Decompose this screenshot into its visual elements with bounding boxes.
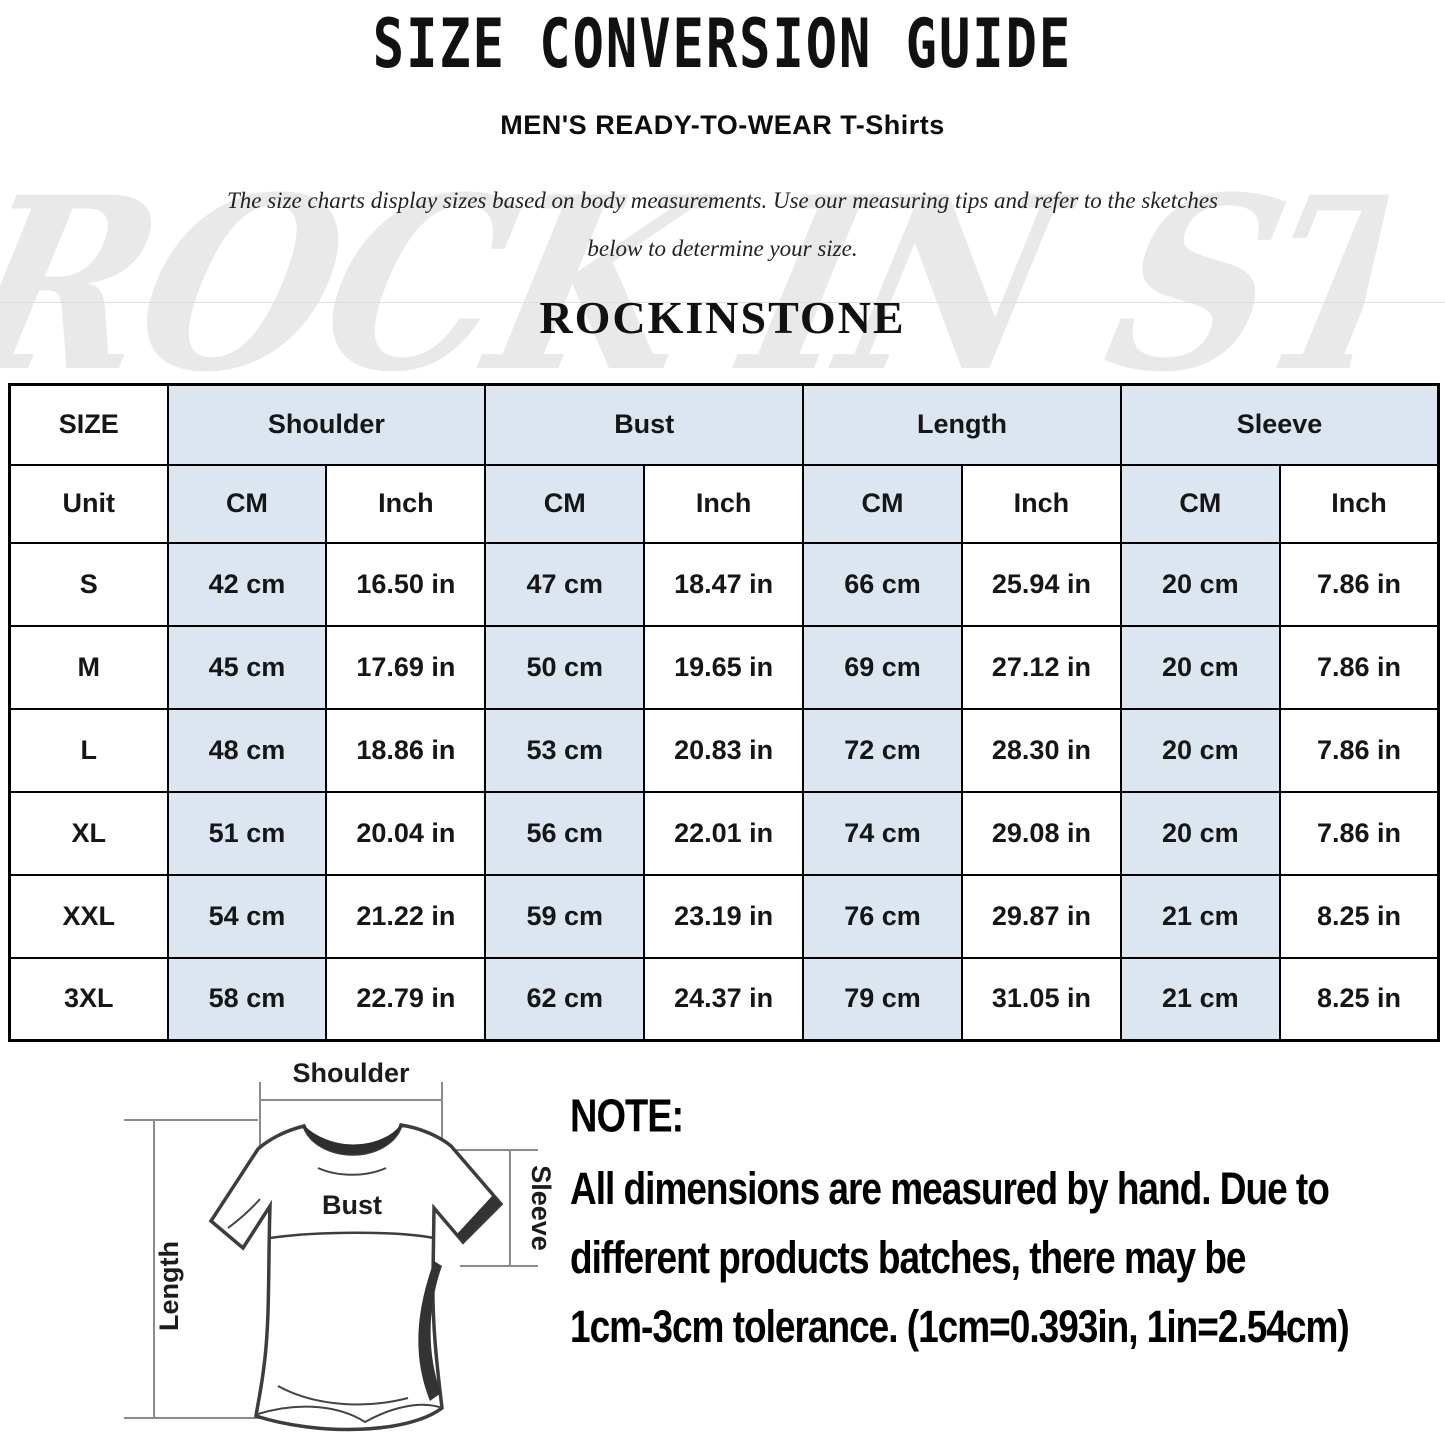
measurement-cell: 54 cm <box>166 873 328 959</box>
measurement-cell: 23.19 in <box>643 873 805 959</box>
measurement-cell: 79 cm <box>802 956 963 1042</box>
measurement-cell: 42 cm <box>166 541 328 627</box>
measurement-cell: 56 cm <box>484 790 646 876</box>
unit-header: Unit <box>8 463 169 544</box>
note-line-3: 1cm-3cm tolerance. (1cm=0.393in, 1in=2.5… <box>570 1300 1350 1351</box>
brand-name: ROCKINSTONE <box>539 292 906 343</box>
unit-cell-cm: CM <box>1119 463 1281 544</box>
measurement-cell: 20.83 in <box>643 707 805 793</box>
unit-cell-inch: Inch <box>643 463 805 544</box>
note-heading: NOTE: <box>570 1090 684 1143</box>
measurement-cell: 59 cm <box>484 873 646 959</box>
measurement-cell: 74 cm <box>802 790 963 876</box>
measurement-cell: 7.86 in <box>1278 707 1440 793</box>
size-label: 3XL <box>8 956 169 1042</box>
measurement-cell: 27.12 in <box>960 624 1122 710</box>
measurement-cell: 25.94 in <box>960 541 1122 627</box>
measurement-cell: 31.05 in <box>960 956 1122 1042</box>
measurement-cell: 7.86 in <box>1278 624 1440 710</box>
measurement-cell: 45 cm <box>166 624 328 710</box>
shoulder-label: Shoulder <box>292 1058 409 1088</box>
unit-cell-cm: CM <box>166 463 328 544</box>
measurement-cell: 76 cm <box>802 873 963 959</box>
size-label: XXL <box>8 873 169 959</box>
measurement-cell: 72 cm <box>802 707 963 793</box>
column-group-sleeve: Sleeve <box>1119 383 1440 466</box>
measurement-cell: 48 cm <box>166 707 328 793</box>
measurement-cell: 21 cm <box>1119 873 1281 959</box>
collar-shading <box>303 1124 402 1155</box>
description-line-2: below to determine your size. <box>587 236 858 261</box>
note-line-2: different products batches, there may be <box>570 1231 1247 1282</box>
measurement-cell: 29.87 in <box>960 873 1122 959</box>
measurement-cell: 69 cm <box>802 624 963 710</box>
tshirt-outline <box>208 1123 504 1432</box>
column-group-length: Length <box>802 383 1122 466</box>
unit-cell-inch: Inch <box>325 463 487 544</box>
divider-rule <box>0 302 1445 303</box>
measurement-cell: 24.37 in <box>643 956 805 1042</box>
size-label: S <box>8 541 169 627</box>
unit-cell-cm: CM <box>484 463 646 544</box>
measurement-cell: 22.01 in <box>643 790 805 876</box>
measurement-cell: 21.22 in <box>325 873 487 959</box>
size-row-3xl: 3XL 58 cm 22.79 in 62 cm 24.37 in 79 cm 31.05 … <box>8 956 1440 1042</box>
sleeve-label: Sleeve <box>526 1165 556 1251</box>
unit-cell-cm: CM <box>802 463 963 544</box>
measurement-cell: 29.08 in <box>960 790 1122 876</box>
bust-label: Bust <box>322 1190 382 1220</box>
sleeve-shading <box>457 1195 501 1242</box>
body-fold-shading <box>418 1261 442 1401</box>
measurement-cell: 18.47 in <box>643 541 805 627</box>
tshirt-measurement-diagram: Shoulder Bust Length Sleeve <box>108 1056 568 1445</box>
measurement-cell: 53 cm <box>484 707 646 793</box>
size-row-m: M 45 cm 17.69 in 50 cm 19.65 in 69 cm 27.12 in… <box>8 624 1440 710</box>
size-conversion-table: SIZE Shoulder Bust Length Sleeve Unit CM Inch CM… <box>8 383 1441 1042</box>
size-label: XL <box>8 790 169 876</box>
measurement-cell: 18.86 in <box>325 707 487 793</box>
measurement-cell: 20 cm <box>1119 790 1281 876</box>
size-label: L <box>8 707 169 793</box>
measurement-cell: 66 cm <box>802 541 963 627</box>
size-row-xl: XL 51 cm 20.04 in 56 cm 22.01 in 74 cm 29.08 i… <box>8 790 1440 876</box>
measurement-cell: 19.65 in <box>643 624 805 710</box>
page-title: SIZE CONVERSION GUIDE <box>372 6 1073 84</box>
measurement-cell: 22.79 in <box>325 956 487 1042</box>
size-row-l: L 48 cm 18.86 in 53 cm 20.83 in 72 cm 28.30 in… <box>8 707 1440 793</box>
note-line-1: All dimensions are measured by hand. Due… <box>570 1162 1330 1213</box>
measurement-cell: 62 cm <box>484 956 646 1042</box>
measurement-cell: 28.30 in <box>960 707 1122 793</box>
description-line-1: The size charts display sizes based on b… <box>226 188 1219 213</box>
size-row-xxl: XXL 54 cm 21.22 in 59 cm 23.19 in 76 cm 29.87 … <box>8 873 1440 959</box>
length-label: Length <box>154 1241 184 1331</box>
bust-seam-line <box>269 1231 435 1240</box>
column-group-size: SIZE <box>8 383 169 466</box>
measurement-cell: 16.50 in <box>325 541 487 627</box>
measurement-cell: 58 cm <box>166 956 328 1042</box>
measurement-cell: 20 cm <box>1119 624 1281 710</box>
measurement-cell: 8.25 in <box>1278 956 1440 1042</box>
measurement-cell: 7.86 in <box>1278 541 1440 627</box>
size-row-s: S 42 cm 16.50 in 47 cm 18.47 in 66 cm 25.94 in… <box>8 541 1440 627</box>
column-group-bust: Bust <box>484 383 805 466</box>
measurement-cell: 20 cm <box>1119 707 1281 793</box>
size-label: M <box>8 624 169 710</box>
note-block: NOTE: All dimensions are measured by han… <box>570 1080 1430 1361</box>
measurement-cell: 17.69 in <box>325 624 487 710</box>
unit-cell-inch: Inch <box>960 463 1122 544</box>
measurement-cell: 50 cm <box>484 624 646 710</box>
measurement-cell: 20 cm <box>1119 541 1281 627</box>
wrinkle-lines <box>227 1167 443 1424</box>
measurement-cell: 51 cm <box>166 790 328 876</box>
measurement-cell: 7.86 in <box>1278 790 1440 876</box>
column-group-shoulder: Shoulder <box>166 383 487 466</box>
measurement-cell: 20.04 in <box>325 790 487 876</box>
tshirt-sketch: Shoulder Bust Length Sleeve <box>124 1058 556 1432</box>
measurement-cell: 47 cm <box>484 541 646 627</box>
measurement-cell: 21 cm <box>1119 956 1281 1042</box>
page-subtitle: MEN'S READY-TO-WEAR T-Shirts <box>500 110 945 140</box>
measurement-cell: 8.25 in <box>1278 873 1440 959</box>
unit-cell-inch: Inch <box>1278 463 1440 544</box>
